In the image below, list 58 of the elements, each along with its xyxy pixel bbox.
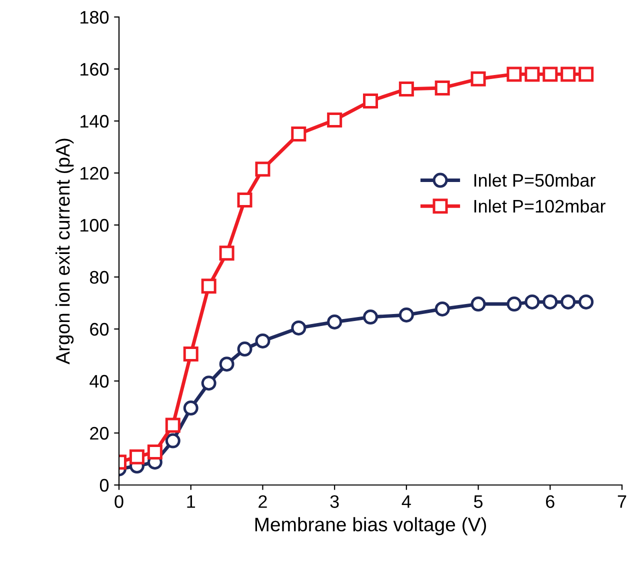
- point: [219, 356, 234, 372]
- point: [578, 294, 594, 310]
- point: [363, 93, 378, 108]
- point: [201, 278, 216, 294]
- point: [470, 296, 486, 312]
- point: [291, 126, 306, 142]
- point: [327, 112, 342, 128]
- x-tick-label: 3: [330, 495, 339, 508]
- x-tick-label: 7: [618, 495, 626, 508]
- y-tick-label: 180: [80, 10, 109, 24]
- point: [363, 310, 378, 325]
- x-axis-title: Membrane bias voltage (V): [255, 517, 486, 536]
- x-tick-label: 0: [114, 495, 124, 508]
- point: [398, 307, 414, 322]
- point: [327, 314, 342, 330]
- point: [183, 346, 198, 362]
- point: [255, 162, 270, 177]
- point: [237, 342, 252, 357]
- x-tick-label: 6: [546, 495, 554, 508]
- y-tick-label: 80: [90, 270, 109, 284]
- y-tick-label: 100: [80, 218, 109, 232]
- y-tick-label: 160: [80, 62, 109, 76]
- x-tick-label: 1: [187, 495, 195, 508]
- y-tick-label: 20: [90, 426, 109, 440]
- point: [147, 444, 162, 460]
- legend-label: Inlet P=102mbar: [474, 199, 606, 213]
- point: [291, 320, 306, 336]
- point: [434, 80, 450, 96]
- point: [560, 294, 576, 310]
- y-tick-label: 140: [80, 114, 109, 128]
- point: [524, 66, 540, 82]
- point: [578, 66, 594, 82]
- point: [524, 294, 540, 310]
- x-tick-label: 5: [474, 495, 483, 508]
- point: [470, 71, 486, 86]
- point: [219, 246, 234, 261]
- y-tick-label: 120: [80, 166, 109, 180]
- x-tick-label: 2: [258, 495, 267, 508]
- point: [255, 333, 270, 348]
- point: [542, 294, 558, 310]
- point: [183, 400, 198, 416]
- y-tick-label: 0: [100, 478, 109, 492]
- x-tick-label: 4: [402, 495, 411, 508]
- point: [237, 192, 252, 208]
- y-tick-label: 60: [90, 322, 109, 336]
- point: [165, 433, 180, 448]
- point: [165, 418, 180, 433]
- point: [434, 301, 450, 316]
- legend-label: Inlet P=50mbar: [474, 173, 596, 187]
- point: [506, 296, 522, 312]
- point: [398, 82, 414, 97]
- point: [129, 449, 144, 464]
- y-axis-title: Argon ion exit current (pA): [55, 138, 74, 364]
- point: [542, 66, 558, 82]
- y-tick-label: 40: [90, 374, 109, 388]
- point: [506, 66, 522, 82]
- point: [560, 66, 576, 82]
- point: [201, 376, 216, 391]
